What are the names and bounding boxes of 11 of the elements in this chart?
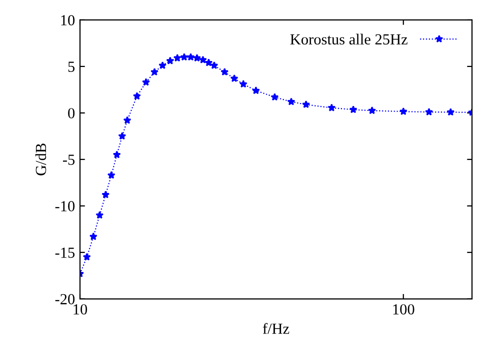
y-tick-label: -5 — [62, 154, 75, 165]
x-tick-label: 100 — [393, 304, 414, 315]
y-tick-label: -10 — [55, 201, 75, 212]
y-tick-label: -20 — [55, 294, 75, 304]
y-tick-label: 0 — [68, 108, 75, 118]
y-axis-title: G/dB — [35, 144, 46, 176]
legend-label: Korostus alle 25Hz — [290, 34, 408, 45]
y-tick-label: 5 — [68, 62, 75, 72]
y-tick-label: 10 — [61, 15, 75, 26]
x-axis-title: f/Hz — [262, 323, 290, 334]
y-tick-label: -15 — [55, 248, 75, 258]
